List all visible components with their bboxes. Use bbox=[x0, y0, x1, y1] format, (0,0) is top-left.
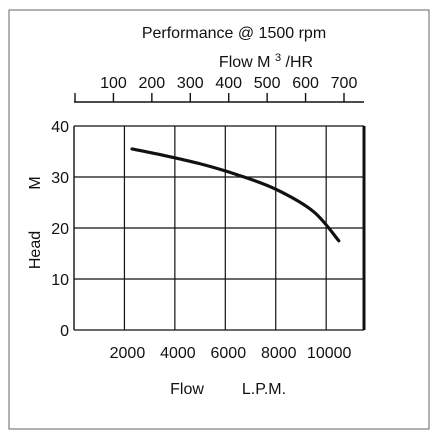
top-axis-unit-rest: /HR bbox=[286, 54, 314, 71]
chart-title: Performance @ 1500 rpm bbox=[142, 25, 326, 42]
y-axis-unit-label: M bbox=[27, 176, 44, 189]
top-axis-tick-label: 500 bbox=[254, 75, 281, 92]
y-tick-labels: 0 10 20 30 40 bbox=[51, 119, 69, 340]
top-axis-tick-label: 600 bbox=[292, 75, 319, 92]
top-axis-unit-sup: 3 bbox=[275, 52, 281, 64]
top-axis-tick-label: 700 bbox=[331, 75, 358, 92]
y-tick-label: 30 bbox=[51, 170, 69, 187]
x-tick-labels: 2000 4000 6000 8000 10000 bbox=[110, 345, 352, 362]
x-axis-unit-label: L.P.M. bbox=[242, 381, 286, 398]
top-axis-label: Flow M 3 /HR bbox=[219, 48, 313, 71]
top-axis-label-text: Flow bbox=[219, 54, 253, 71]
chart-grid bbox=[73, 125, 366, 331]
top-axis-unit-main: M bbox=[257, 54, 270, 71]
x-tick-label: 6000 bbox=[211, 345, 247, 362]
top-axis-tick-label: 400 bbox=[215, 75, 242, 92]
x-tick-label: 2000 bbox=[110, 345, 146, 362]
y-tick-label: 20 bbox=[51, 221, 69, 238]
top-axis: 100 200 300 400 500 600 700 bbox=[74, 75, 364, 103]
chart-series bbox=[130, 147, 341, 243]
top-axis-tick-label: 200 bbox=[139, 75, 166, 92]
top-axis-tick-label: 300 bbox=[177, 75, 204, 92]
x-tick-label: 4000 bbox=[160, 345, 196, 362]
x-tick-label: 8000 bbox=[261, 345, 297, 362]
y-tick-label: 40 bbox=[51, 119, 69, 136]
top-axis-tick-label: 100 bbox=[100, 75, 127, 92]
x-tick-label: 10000 bbox=[307, 345, 352, 362]
y-axis-label: Head bbox=[27, 231, 44, 269]
y-tick-label: 0 bbox=[60, 323, 69, 340]
head-flow-curve bbox=[130, 147, 341, 243]
x-axis-label: Flow bbox=[170, 381, 204, 398]
y-tick-label: 10 bbox=[51, 272, 69, 289]
panel-border bbox=[8, 9, 430, 430]
